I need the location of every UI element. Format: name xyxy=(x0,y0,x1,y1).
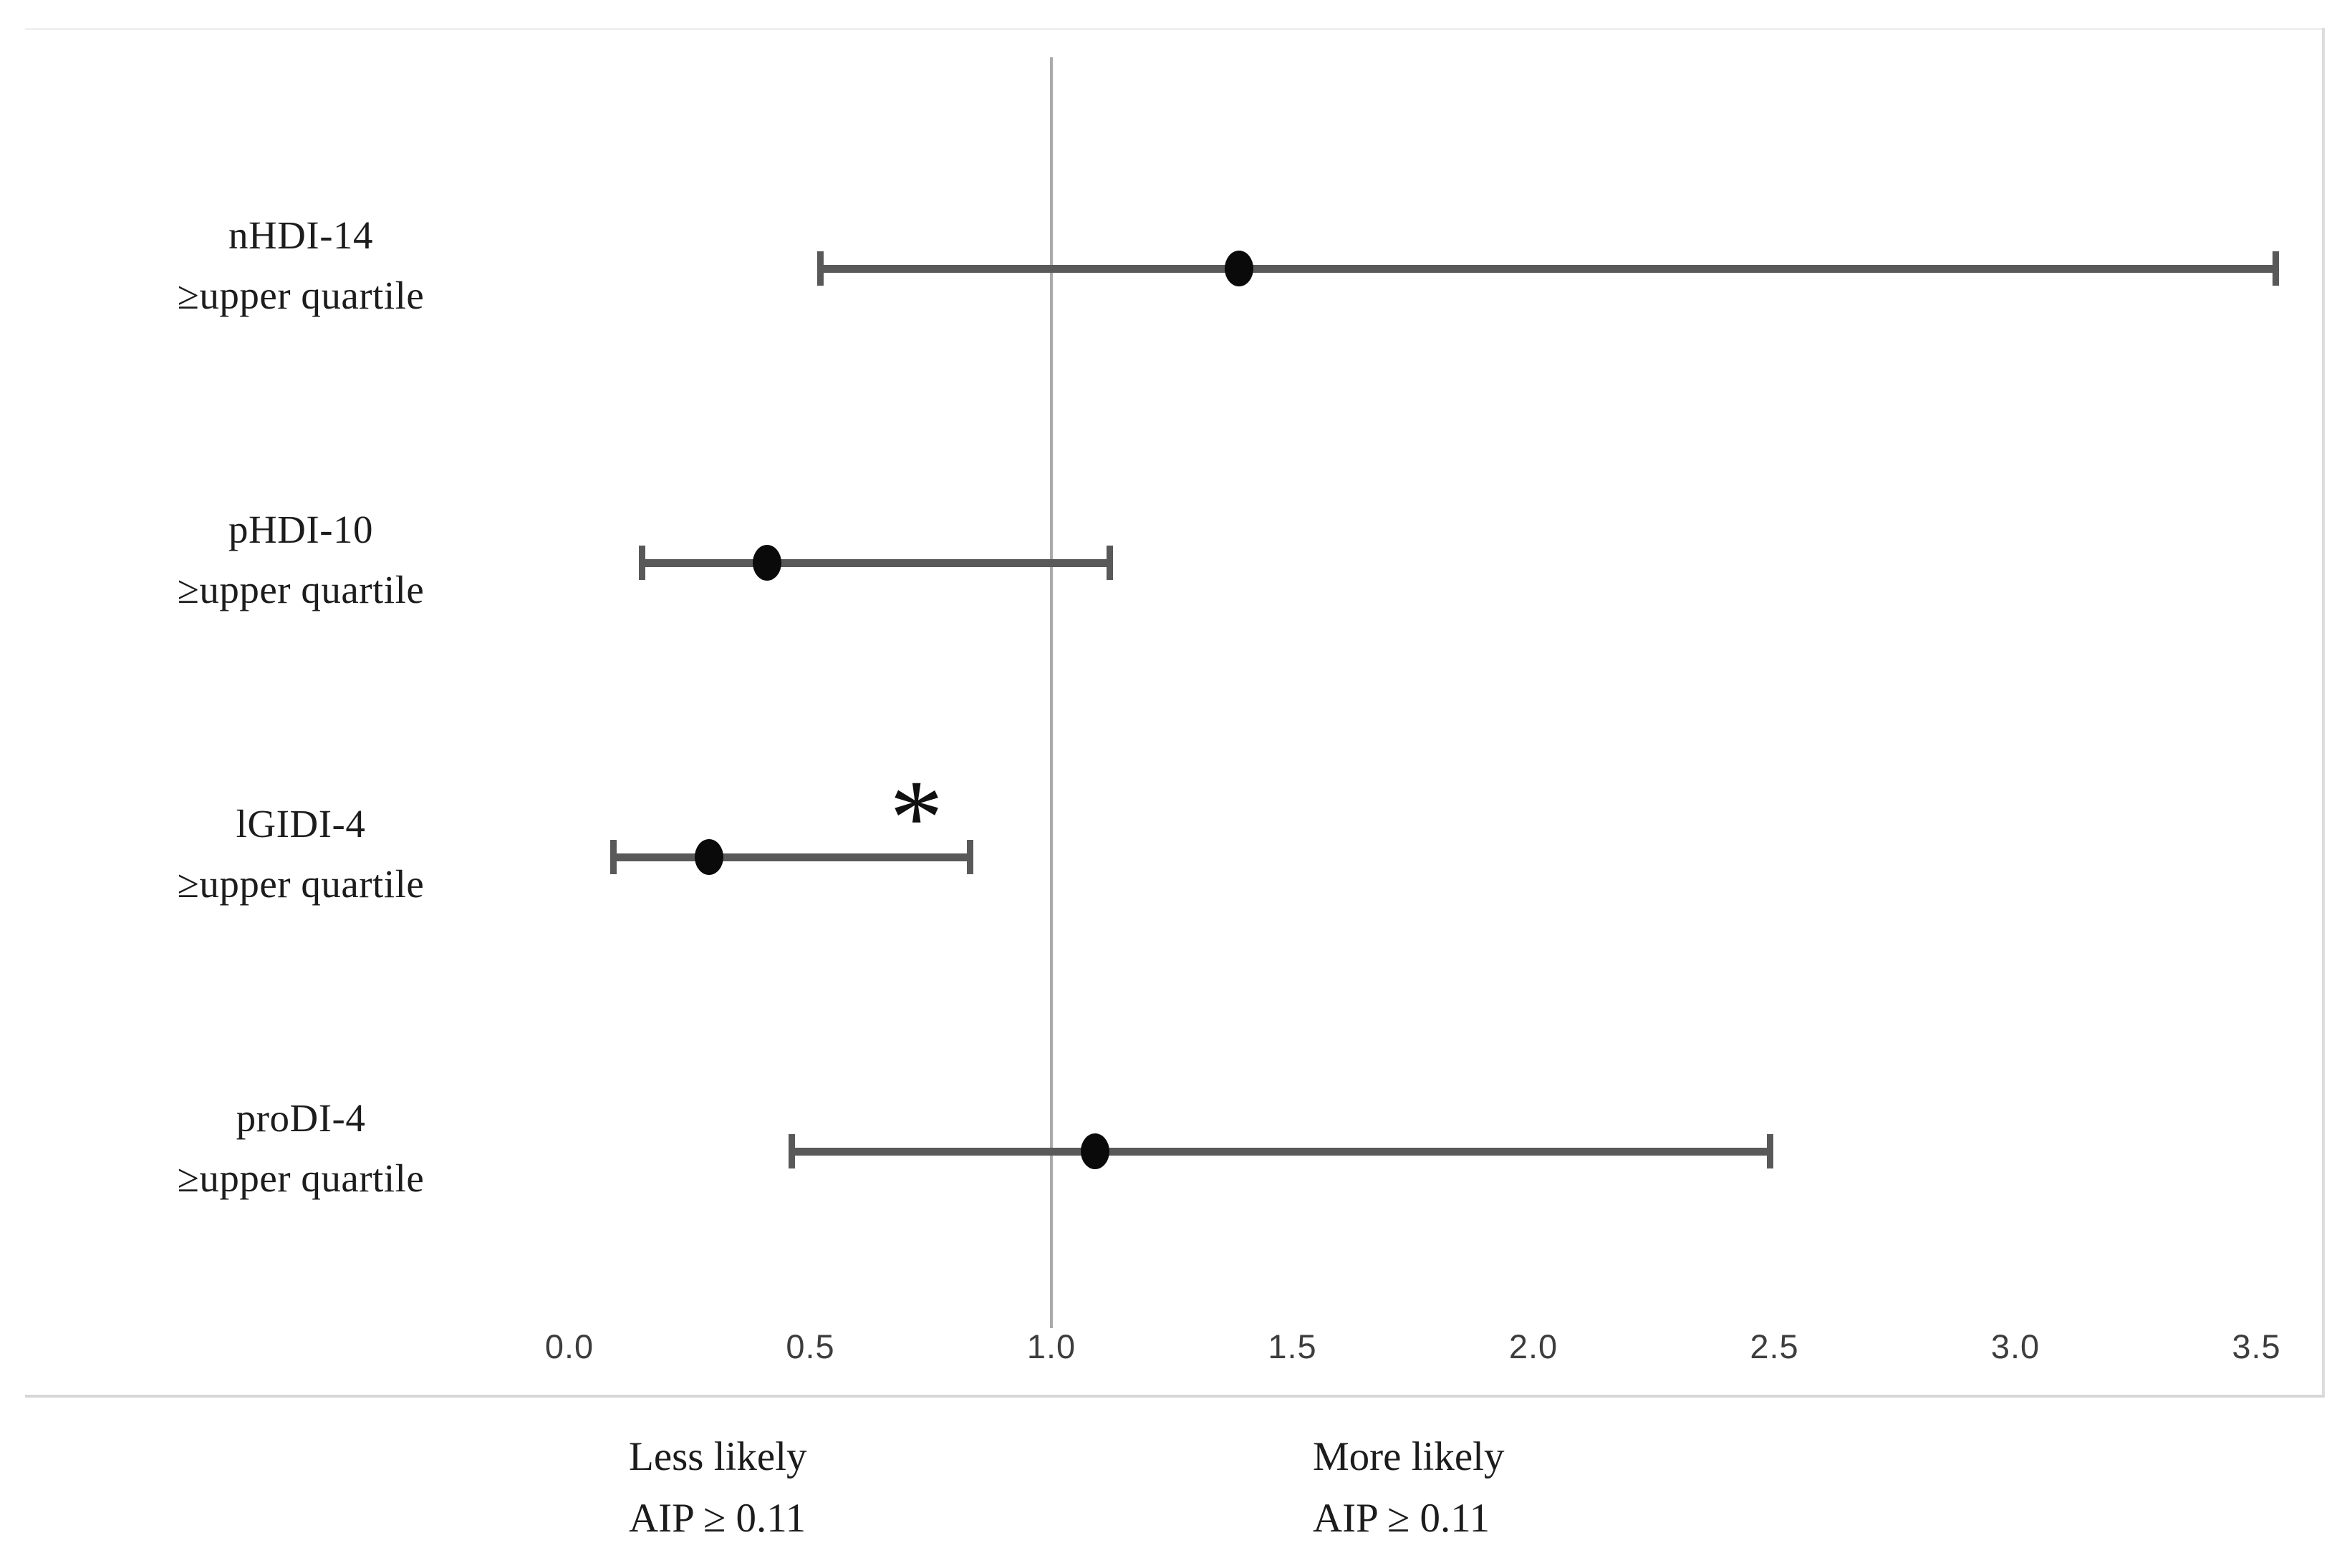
plot-top-border xyxy=(25,28,2324,30)
point-estimate-dot xyxy=(1225,251,1254,286)
x-tick-label: 2.0 xyxy=(1508,1327,1558,1365)
plot-right-border xyxy=(2322,28,2325,1398)
ci-cap-left xyxy=(816,251,824,286)
significance-asterisk: * xyxy=(890,758,944,877)
category-label: nHDI-14 ≥upper quartile xyxy=(177,213,425,317)
ci-cap-right xyxy=(1766,1134,1773,1168)
x-tick-label: 0.5 xyxy=(786,1327,835,1365)
axis-note-more-likely: More likely AIP ≥ 0.11 xyxy=(1313,1434,1505,1541)
reference-line-at-1 xyxy=(1050,57,1053,1328)
category-label: lGIDI-4 ≥upper quartile xyxy=(177,802,425,906)
point-estimate-dot xyxy=(1080,1133,1109,1169)
confidence-interval-line xyxy=(819,264,2276,273)
x-tick-label: 1.5 xyxy=(1268,1327,1317,1365)
x-tick-label: 2.5 xyxy=(1750,1327,1799,1365)
x-tick-label: 3.5 xyxy=(2232,1327,2281,1365)
ci-cap-left xyxy=(638,546,645,580)
x-tick-label: 3.0 xyxy=(1990,1327,2040,1365)
ci-cap-left xyxy=(609,840,617,874)
confidence-interval-line xyxy=(641,558,1109,567)
confidence-interval-line xyxy=(612,853,970,861)
point-estimate-dot xyxy=(752,545,781,581)
confidence-interval-line xyxy=(791,1147,1770,1156)
point-estimate-dot xyxy=(695,839,724,875)
ci-cap-right xyxy=(1106,546,1113,580)
ci-cap-right xyxy=(2273,251,2280,286)
ci-cap-right xyxy=(966,840,973,874)
x-tick-label: 0.0 xyxy=(544,1327,594,1365)
ci-cap-left xyxy=(788,1134,795,1168)
x-tick-label: 1.0 xyxy=(1026,1327,1076,1365)
plot-bottom-border xyxy=(25,1395,2324,1398)
category-label: proDI-4 ≥upper quartile xyxy=(177,1096,425,1200)
category-label: pHDI-10 ≥upper quartile xyxy=(177,508,425,611)
axis-note-less-likely: Less likely AIP ≥ 0.11 xyxy=(629,1434,807,1541)
